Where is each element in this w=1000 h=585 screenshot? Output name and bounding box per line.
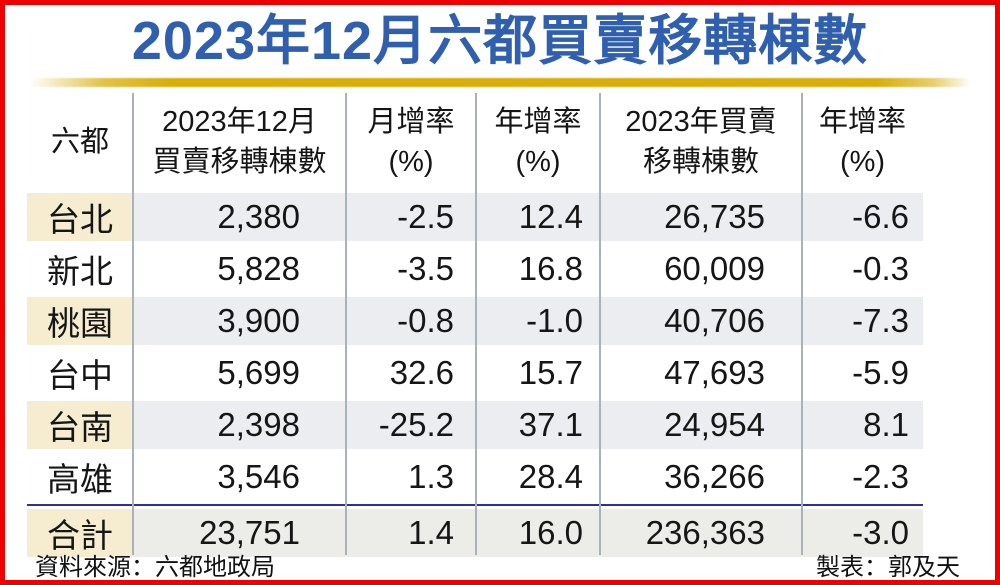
year-count-cell: 24,954	[600, 398, 802, 452]
year-count-cell: 60,009	[600, 242, 802, 296]
year-yoy-cell: 8.1	[802, 398, 923, 452]
year-yoy-cell: -0.3	[802, 242, 923, 296]
year-yoy-cell: -6.6	[802, 190, 923, 244]
table-row-taipei: 台北 2,380 -2.5 12.4 26,735 -6.6	[27, 190, 923, 244]
data-table: 六都 2023年12月 買賣移轉棟數 月增率 (%) 年增率 (%) 2023年…	[27, 93, 923, 559]
total-year-count-cell: 236,363	[600, 506, 802, 559]
total-yoy-cell: 16.0	[476, 506, 600, 559]
table-row-taoyuan: 桃園 3,900 -0.8 -1.0 40,706 -7.3	[27, 294, 923, 348]
table-row-kaohsiung: 高雄 3,546 1.3 28.4 36,266 -2.3	[27, 450, 923, 504]
header-mom: 月增率 (%)	[367, 105, 455, 178]
dec-count-cell: 3,546	[133, 450, 346, 504]
dec-count-cell: 3,900	[133, 294, 346, 348]
year-yoy-cell: -2.3	[802, 450, 923, 504]
footer: 資料來源：六都地政局 製表：郭及天	[35, 554, 960, 581]
total-mom-cell: 1.4	[346, 506, 476, 559]
yoy-cell: 16.8	[476, 242, 600, 296]
dec-count-cell: 5,699	[133, 346, 346, 400]
yoy-cell: -1.0	[476, 294, 600, 348]
city-cell: 桃園	[27, 294, 133, 348]
column-separator-3	[475, 93, 477, 555]
city-cell: 台南	[27, 398, 133, 452]
total-dec-count-cell: 23,751	[133, 506, 346, 559]
column-separator-4	[599, 93, 601, 555]
header-dec-count: 2023年12月 買賣移轉棟數	[152, 105, 327, 178]
mom-cell: -2.5	[346, 190, 476, 244]
year-count-cell: 26,735	[600, 190, 802, 244]
header-year-count: 2023年買賣 移轉棟數	[625, 105, 777, 178]
year-yoy-cell: -7.3	[802, 294, 923, 348]
header-city: 六都	[50, 125, 109, 158]
yoy-cell: 28.4	[476, 450, 600, 504]
year-count-cell: 47,693	[600, 346, 802, 400]
column-separator-1	[132, 93, 134, 555]
mom-cell: -0.8	[346, 294, 476, 348]
footer-credit: 製表：郭及天	[816, 554, 960, 581]
city-cell: 高雄	[27, 450, 133, 504]
yoy-cell: 12.4	[476, 190, 600, 244]
header-year-yoy: 年增率 (%)	[818, 105, 906, 178]
yoy-cell: 37.1	[476, 398, 600, 452]
page-title: 2023年12月六都買賣移轉棟數	[131, 11, 869, 71]
year-yoy-cell: -5.9	[802, 346, 923, 400]
table-header-row: 六都 2023年12月 買賣移轉棟數 月增率 (%) 年增率 (%) 2023年…	[27, 93, 923, 190]
city-cell: 台中	[27, 346, 133, 400]
city-cell: 新北	[27, 242, 133, 296]
footer-source: 資料來源：六都地政局	[35, 554, 275, 581]
total-year-yoy-cell: -3.0	[802, 506, 923, 559]
yoy-cell: 15.7	[476, 346, 600, 400]
city-cell: 台北	[27, 190, 133, 244]
year-count-cell: 36,266	[600, 450, 802, 504]
mom-cell: -25.2	[346, 398, 476, 452]
gold-divider	[29, 78, 971, 87]
dec-count-cell: 5,828	[133, 242, 346, 296]
table-row-total: 合計 23,751 1.4 16.0 236,363 -3.0	[27, 506, 923, 559]
dec-count-cell: 2,380	[133, 190, 346, 244]
year-count-cell: 40,706	[600, 294, 802, 348]
column-separator-5	[801, 93, 803, 555]
mom-cell: -3.5	[346, 242, 476, 296]
total-label-cell: 合計	[27, 506, 133, 559]
table-row-tainan: 台南 2,398 -25.2 37.1 24,954 8.1	[27, 398, 923, 452]
mom-cell: 32.6	[346, 346, 476, 400]
table-row-taichung: 台中 5,699 32.6 15.7 47,693 -5.9	[27, 346, 923, 400]
dec-count-cell: 2,398	[133, 398, 346, 452]
mom-cell: 1.3	[346, 450, 476, 504]
header-yoy: 年增率 (%)	[494, 105, 582, 178]
column-separator-2	[345, 93, 347, 555]
